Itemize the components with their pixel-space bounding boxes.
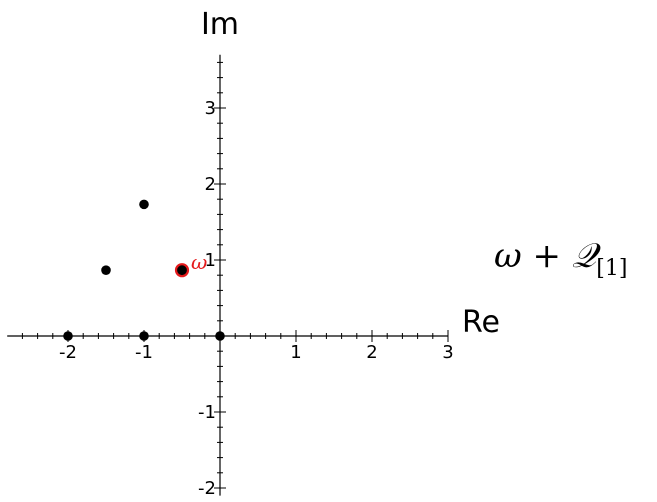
data-point: [215, 331, 225, 341]
axes: [7, 54, 449, 496]
highlighted-point: [174, 263, 190, 278]
data-point: [139, 199, 149, 210]
point-label: ω: [191, 250, 207, 274]
y-axis-label: Im: [201, 7, 239, 42]
data-points: ω: [63, 199, 225, 341]
data-point: [63, 331, 73, 341]
side-label-q: 𝒬: [571, 236, 597, 276]
data-point: [101, 265, 111, 275]
side-label-plus: +: [521, 236, 572, 276]
x-tick-label: 1: [290, 342, 301, 363]
y-tick-label: 2: [205, 174, 216, 195]
set-label: ω + 𝒬[1]: [494, 236, 627, 281]
data-point: [139, 331, 149, 341]
x-tick-label: -1: [135, 342, 153, 363]
x-tick-label: 3: [442, 342, 453, 363]
x-axis-label: Re: [462, 305, 500, 340]
y-tick-label: 1: [205, 250, 216, 271]
side-label-omega: ω: [494, 236, 522, 276]
y-tick-label: 3: [205, 98, 216, 119]
side-label-subscript: [1]: [596, 256, 628, 281]
x-tick-label: -2: [59, 342, 77, 363]
ticks: -2 -1 1 2 3 -2 -1 1 2 3: [59, 98, 454, 499]
y-tick-label: -1: [198, 402, 216, 423]
y-tick-label: -2: [198, 478, 216, 499]
x-tick-label: 2: [366, 342, 377, 363]
